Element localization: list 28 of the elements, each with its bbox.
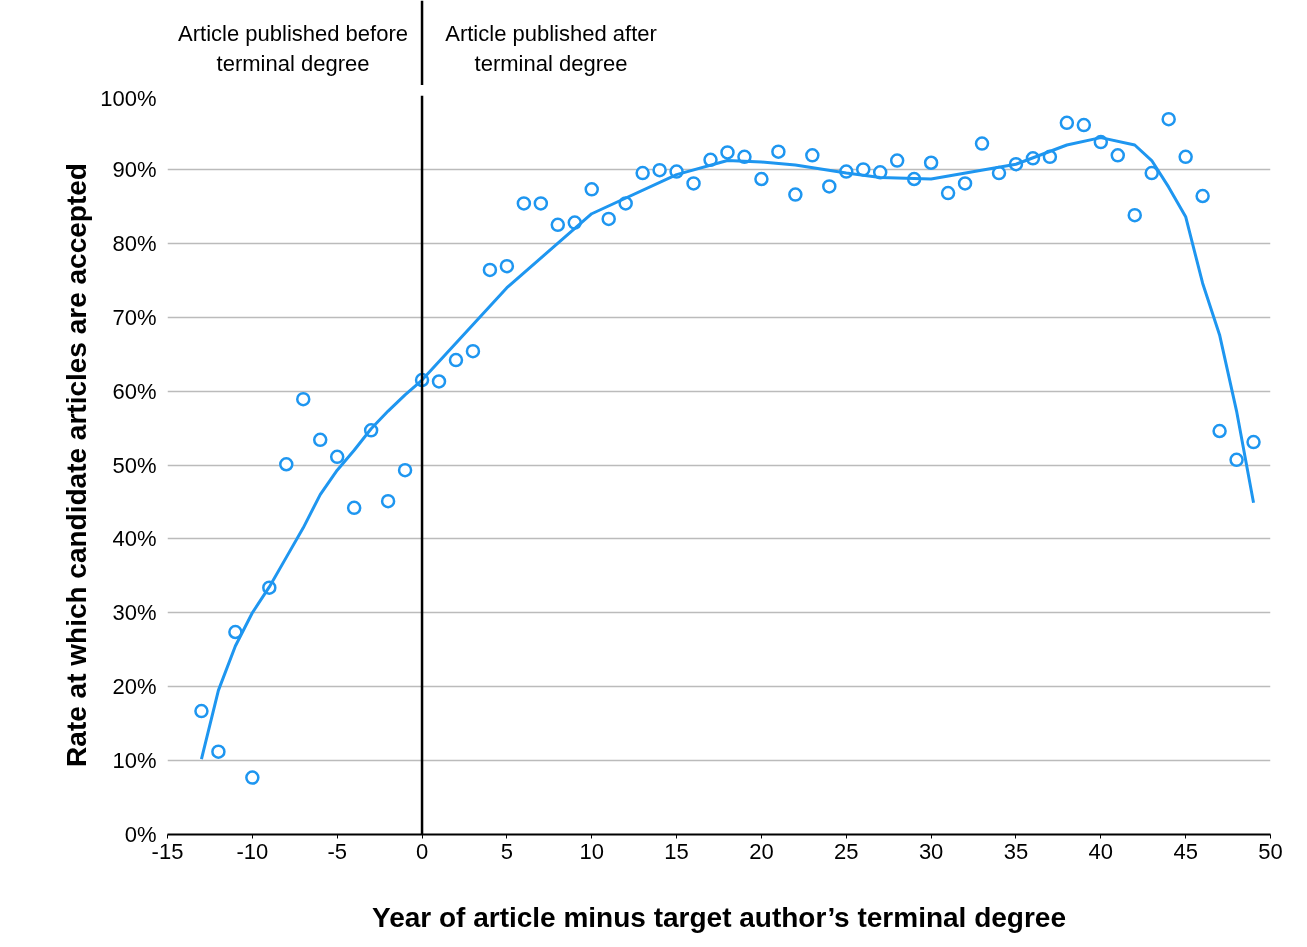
x-tick-label: 15: [664, 838, 689, 864]
y-tick-label: 50%: [112, 452, 157, 478]
x-tick-label: 50: [1258, 838, 1283, 864]
y-tick-label: 90%: [112, 156, 157, 182]
y-tick-label: 20%: [112, 674, 157, 700]
x-tick-label: 45: [1173, 838, 1198, 864]
x-tick-label: 35: [1003, 838, 1029, 864]
x-tick-label: 25: [834, 838, 859, 864]
y-tick-label: 40%: [112, 526, 157, 552]
y-tick-label: 100%: [100, 85, 157, 111]
y-tick-label: 60%: [112, 378, 157, 404]
x-tick-label: 20: [749, 838, 774, 864]
y-tick-label: 10%: [112, 748, 157, 774]
y-tick-label: 80%: [112, 230, 157, 256]
x-tick-label: -5: [327, 838, 347, 864]
text: Article published before terminal degree: [178, 20, 408, 76]
x-tick-label: -10: [236, 838, 269, 864]
x-tick-label: 0: [415, 838, 429, 864]
x-tick-label: 40: [1088, 838, 1114, 864]
text: Article published after terminal degree: [445, 20, 657, 76]
y-tick-label: 70%: [112, 304, 157, 330]
x-tick-label: 5: [500, 838, 514, 864]
x-tick-label: 10: [579, 838, 604, 864]
x-axis-title: Year of article minus target author’s terminal degree: [372, 901, 1066, 933]
y-tick-label: 30%: [112, 600, 157, 626]
x-tick-label: 30: [918, 838, 944, 864]
y-tick-label: 0%: [124, 822, 157, 847]
y-axis-title: Rate at which candidate articles are accepted: [61, 163, 93, 767]
